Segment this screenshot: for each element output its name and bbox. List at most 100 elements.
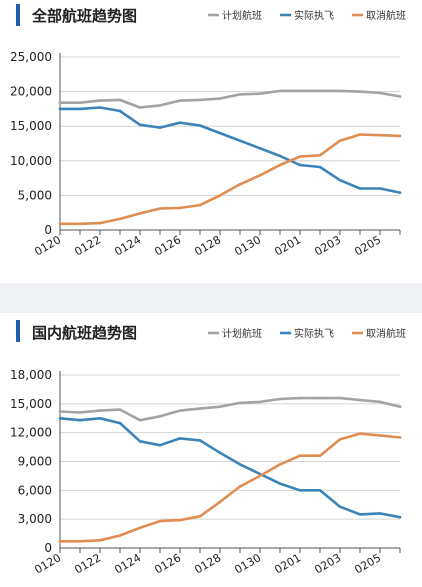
point-actual (278, 482, 282, 485)
point-actual (218, 451, 222, 455)
point-planned (338, 396, 342, 400)
chart-title: 全部航班趋势图 (31, 7, 137, 25)
chart-domestic-flights: 国内航班趋势图 计划航班 实际执飞 取消航班 0 3,000 6,000 9,000 1… (10, 320, 406, 576)
point-actual (178, 121, 182, 125)
point-actual (58, 107, 62, 111)
y-tick-label: 20,000 (10, 85, 52, 99)
point-planned (158, 104, 162, 107)
point-cancelled (258, 174, 262, 177)
point-cancelled (98, 539, 102, 542)
point-actual (118, 109, 122, 113)
point-cancelled (138, 526, 142, 530)
series-cancelled-line (58, 133, 402, 226)
point-actual (318, 165, 322, 169)
point-planned (358, 90, 362, 93)
x-tick-label: 0126 (152, 551, 183, 576)
title-accent-bar (16, 4, 20, 26)
point-planned (138, 418, 142, 422)
legend-label-cancelled: 取消航班 (366, 327, 406, 340)
point-actual (98, 416, 102, 420)
point-actual (398, 515, 402, 519)
point-planned (198, 407, 202, 410)
point-cancelled (198, 203, 202, 207)
y-tick-label: 18,000 (10, 368, 52, 382)
point-cancelled (338, 438, 342, 441)
point-actual (298, 163, 302, 167)
point-actual (318, 489, 322, 492)
y-tick-label: 3,000 (18, 512, 52, 526)
y-tick-label: 0 (44, 223, 52, 237)
point-planned (178, 99, 182, 102)
point-planned (98, 409, 102, 412)
point-actual (378, 512, 382, 515)
point-cancelled (138, 212, 142, 215)
point-actual (378, 187, 382, 190)
x-tick-label: 0126 (152, 233, 183, 258)
point-actual (58, 416, 62, 420)
point-actual (358, 513, 362, 516)
y-tick-label: 6,000 (18, 483, 52, 497)
point-cancelled (298, 155, 302, 158)
point-planned (158, 415, 162, 418)
legend-label-actual: 实际执飞 (294, 327, 334, 340)
point-planned (78, 101, 82, 104)
point-cancelled (78, 222, 82, 226)
x-tick-label: 0124 (112, 551, 143, 576)
point-cancelled (98, 221, 102, 225)
point-actual (158, 443, 162, 447)
point-cancelled (278, 463, 282, 466)
point-cancelled (318, 153, 322, 157)
y-tick-label: 0 (44, 541, 52, 555)
point-actual (278, 154, 282, 158)
x-tick-label: 0203 (312, 551, 343, 576)
point-actual (78, 418, 82, 422)
point-cancelled (238, 485, 242, 488)
y-tick-label: 25,000 (10, 50, 52, 64)
point-planned (118, 408, 122, 411)
point-cancelled (158, 207, 162, 210)
point-cancelled (238, 183, 242, 186)
point-planned (218, 405, 222, 409)
point-actual (398, 191, 402, 194)
point-planned (278, 89, 282, 93)
point-planned (58, 101, 62, 104)
x-tick-label: 0122 (72, 233, 103, 258)
point-planned (218, 97, 222, 100)
point-cancelled (258, 474, 262, 478)
point-actual (198, 439, 202, 442)
point-cancelled (158, 519, 162, 523)
point-cancelled (78, 539, 82, 543)
point-cancelled (218, 500, 222, 504)
y-tick-label: 5,000 (18, 188, 52, 202)
legend: 计划航班 实际执飞 取消航班 (208, 327, 406, 340)
point-actual (238, 463, 242, 466)
point-cancelled (378, 133, 382, 137)
chart-card-domestic-flights: 国内航班趋势图 计划航班 实际执飞 取消航班 0 3,000 6,000 9,000 1… (0, 313, 422, 587)
point-actual (258, 147, 262, 150)
point-actual (238, 139, 242, 143)
legend: 计划航班 实际执飞 取消航班 (208, 9, 406, 22)
point-actual (138, 440, 142, 443)
point-actual (338, 178, 342, 182)
point-actual (158, 126, 162, 129)
point-actual (198, 124, 202, 127)
legend-label-actual: 实际执飞 (294, 9, 334, 22)
point-cancelled (398, 134, 402, 138)
chart-all-flights: 全部航班趋势图 计划航班 实际执飞 取消航班 0 5,000 10,000 15,00… (10, 4, 406, 258)
x-tick-label: 0203 (312, 233, 343, 258)
series-planned-line (58, 396, 402, 422)
legend-label-cancelled: 取消航班 (366, 9, 406, 22)
chart-card-all-flights: 全部航班趋势图 计划航班 实际执飞 取消航班 0 5,000 10,000 15,00… (0, 0, 422, 283)
point-actual (338, 505, 342, 508)
point-cancelled (178, 518, 182, 522)
x-tick-label: 0201 (272, 551, 303, 576)
x-tick-label: 0128 (192, 233, 223, 258)
point-cancelled (118, 217, 122, 221)
point-actual (358, 187, 362, 190)
point-planned (138, 106, 142, 109)
y-tick-label: 15,000 (10, 397, 52, 411)
x-tick-label: 0205 (352, 233, 383, 258)
point-actual (118, 421, 122, 425)
point-planned (178, 409, 182, 412)
point-planned (98, 99, 102, 102)
